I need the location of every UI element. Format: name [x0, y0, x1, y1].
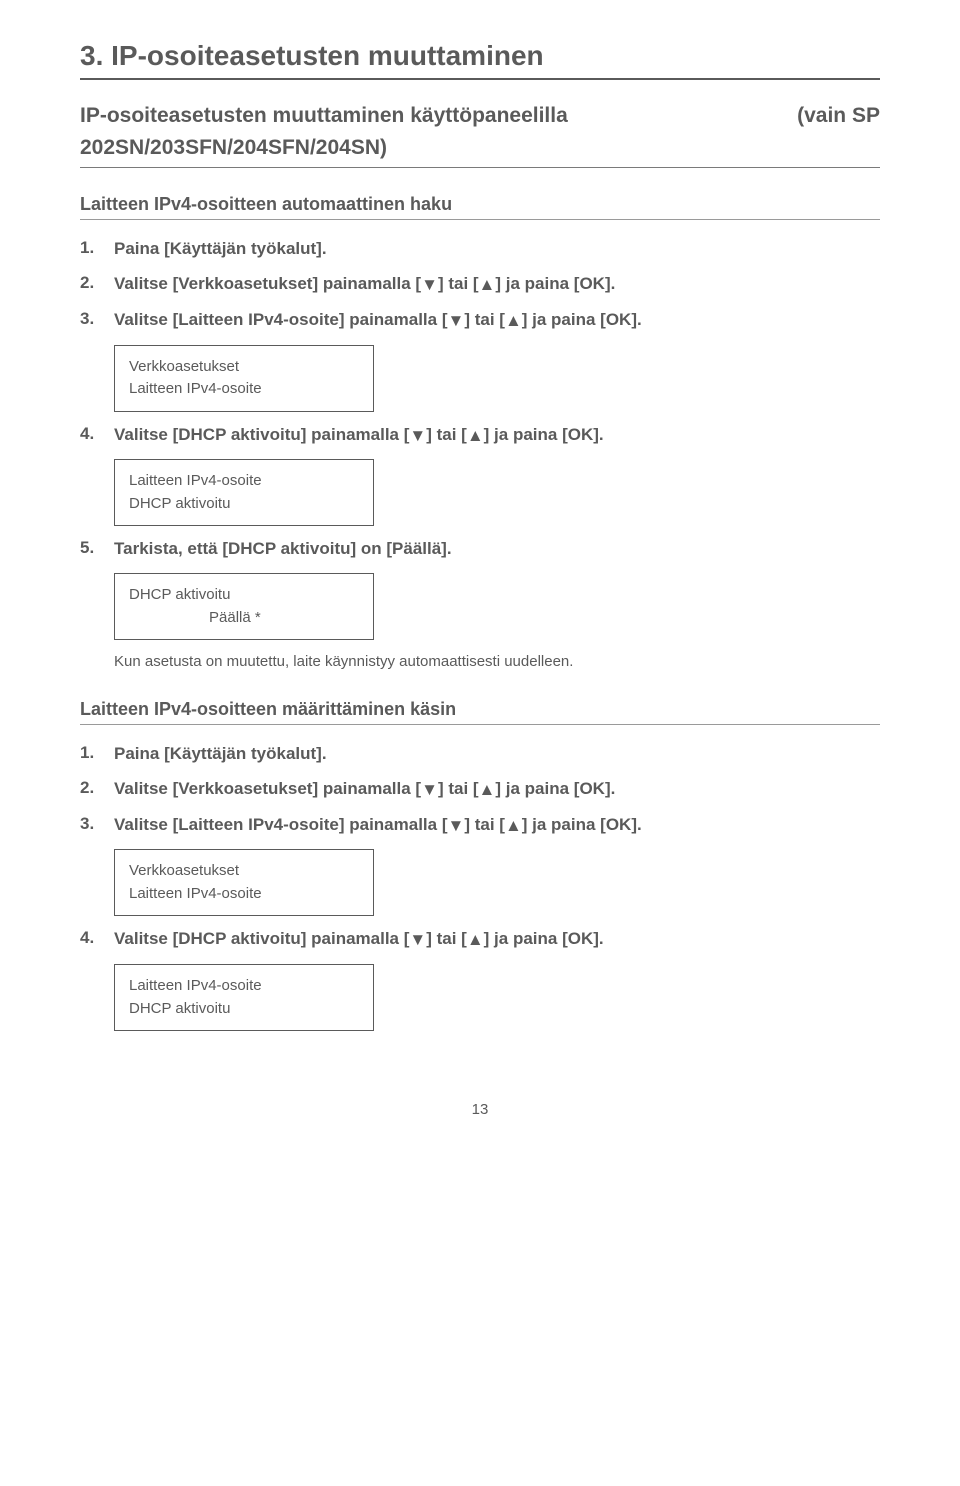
auto-steps: 1. Paina [Käyttäjän työkalut]. 2. Valits…	[80, 238, 880, 673]
step-number: 1.	[80, 238, 114, 261]
display-line: DHCP aktivoitu	[129, 493, 359, 516]
triangle-up-icon: ▲	[479, 274, 496, 297]
step-item: 1. Paina [Käyttäjän työkalut].	[80, 743, 880, 766]
step-item: 4. Valitse [DHCP aktivoitu] painamalla […	[80, 424, 880, 527]
step-text: Paina [Käyttäjän työkalut].	[114, 238, 880, 261]
step-item: 3. Valitse [Laitteen IPv4-osoite] painam…	[80, 309, 880, 412]
step-note: Kun asetusta on muutettu, laite käynnist…	[114, 652, 880, 672]
display-box: Verkkoasetukset Laitteen IPv4-osoite	[114, 345, 374, 412]
step-text-part: ] ja paina [OK].	[495, 274, 615, 293]
display-line: Laitteen IPv4-osoite	[129, 975, 359, 998]
triangle-up-icon: ▲	[479, 779, 496, 802]
step-text: Paina [Käyttäjän työkalut].	[114, 743, 880, 766]
display-line: Laitteen IPv4-osoite	[129, 470, 359, 493]
triangle-up-icon: ▲	[505, 310, 522, 333]
step-text-part: ] tai [	[438, 779, 479, 798]
step-text: Tarkista, että [DHCP aktivoitu] on [Pääl…	[114, 538, 880, 561]
step-text-part: ] tai [	[464, 815, 505, 834]
step-item: 3. Valitse [Laitteen IPv4-osoite] painam…	[80, 814, 880, 917]
triangle-down-icon: ▼	[409, 929, 426, 952]
display-box: Verkkoasetukset Laitteen IPv4-osoite	[114, 849, 374, 916]
display-line: Verkkoasetukset	[129, 860, 359, 883]
step-text-part: Valitse [DHCP aktivoitu] painamalla [	[114, 425, 409, 444]
step-text: Valitse [Verkkoasetukset] painamalla [▼]…	[114, 778, 880, 802]
display-box: DHCP aktivoitu Päällä *	[114, 573, 374, 640]
display-line: Laitteen IPv4-osoite	[129, 378, 359, 401]
step-number: 2.	[80, 273, 114, 297]
display-line: Laitteen IPv4-osoite	[129, 883, 359, 906]
step-item: 1. Paina [Käyttäjän työkalut].	[80, 238, 880, 261]
step-number: 3.	[80, 814, 114, 917]
manual-heading: Laitteen IPv4-osoitteen määrittäminen kä…	[80, 699, 880, 720]
step-text-part: Valitse [Verkkoasetukset] painamalla [	[114, 779, 421, 798]
step-item: 5. Tarkista, että [DHCP aktivoitu] on [P…	[80, 538, 880, 672]
step-text-part: Valitse [Laitteen IPv4-osoite] painamall…	[114, 815, 448, 834]
step-text-part: ] ja paina [OK].	[522, 815, 642, 834]
step-number: 5.	[80, 538, 114, 672]
auto-rule	[80, 219, 880, 220]
triangle-up-icon: ▲	[467, 929, 484, 952]
step-text-part: Valitse [DHCP aktivoitu] painamalla [	[114, 929, 409, 948]
display-line: Verkkoasetukset	[129, 356, 359, 379]
display-line: DHCP aktivoitu	[129, 998, 359, 1021]
step-text-part: Valitse [Verkkoasetukset] painamalla [	[114, 274, 421, 293]
step-text-part: ] tai [	[426, 929, 467, 948]
section-heading-line1: IP-osoiteasetusten muuttaminen käyttöpan…	[80, 104, 568, 127]
section-heading-line2: 202SN/203SFN/204SFN/204SN)	[80, 134, 880, 162]
step-text-part: ] ja paina [OK].	[484, 929, 604, 948]
step-text: Valitse [DHCP aktivoitu] painamalla [▼] …	[114, 424, 880, 448]
step-text-part: ] tai [	[426, 425, 467, 444]
step-text: Valitse [DHCP aktivoitu] painamalla [▼] …	[114, 928, 880, 952]
step-item: 2. Valitse [Verkkoasetukset] painamalla …	[80, 273, 880, 297]
triangle-down-icon: ▼	[448, 310, 465, 333]
page-title: 3. IP-osoiteasetusten muuttaminen	[80, 40, 880, 72]
step-item: 2. Valitse [Verkkoasetukset] painamalla …	[80, 778, 880, 802]
step-number: 1.	[80, 743, 114, 766]
section-rule	[80, 167, 880, 168]
title-rule	[80, 78, 880, 80]
auto-heading: Laitteen IPv4-osoitteen automaattinen ha…	[80, 194, 880, 215]
step-text-part: ] tai [	[464, 310, 505, 329]
manual-steps: 1. Paina [Käyttäjän työkalut]. 2. Valits…	[80, 743, 880, 1032]
step-text: Valitse [Laitteen IPv4-osoite] painamall…	[114, 814, 880, 838]
step-text-part: ] ja paina [OK].	[522, 310, 642, 329]
display-box: Laitteen IPv4-osoite DHCP aktivoitu	[114, 459, 374, 526]
triangle-down-icon: ▼	[448, 815, 465, 838]
triangle-up-icon: ▲	[505, 815, 522, 838]
section-heading: IP-osoiteasetusten muuttaminen käyttöpan…	[80, 102, 880, 130]
step-text-part: ] ja paina [OK].	[484, 425, 604, 444]
step-number: 4.	[80, 424, 114, 527]
step-text-part: ] tai [	[438, 274, 479, 293]
display-line: Päällä *	[129, 607, 359, 630]
triangle-down-icon: ▼	[409, 425, 426, 448]
step-item: 4. Valitse [DHCP aktivoitu] painamalla […	[80, 928, 880, 1031]
step-text: Valitse [Laitteen IPv4-osoite] painamall…	[114, 309, 880, 333]
step-number: 2.	[80, 778, 114, 802]
step-text: Valitse [Verkkoasetukset] painamalla [▼]…	[114, 273, 880, 297]
step-number: 4.	[80, 928, 114, 1031]
step-text-part: ] ja paina [OK].	[495, 779, 615, 798]
display-box: Laitteen IPv4-osoite DHCP aktivoitu	[114, 964, 374, 1031]
triangle-down-icon: ▼	[421, 274, 438, 297]
display-line: DHCP aktivoitu	[129, 584, 359, 607]
page-number: 13	[80, 1101, 880, 1118]
manual-rule	[80, 724, 880, 725]
step-number: 3.	[80, 309, 114, 412]
triangle-up-icon: ▲	[467, 425, 484, 448]
triangle-down-icon: ▼	[421, 779, 438, 802]
step-text-part: Valitse [Laitteen IPv4-osoite] painamall…	[114, 310, 448, 329]
section-heading-tail: (vain SP	[797, 104, 880, 128]
